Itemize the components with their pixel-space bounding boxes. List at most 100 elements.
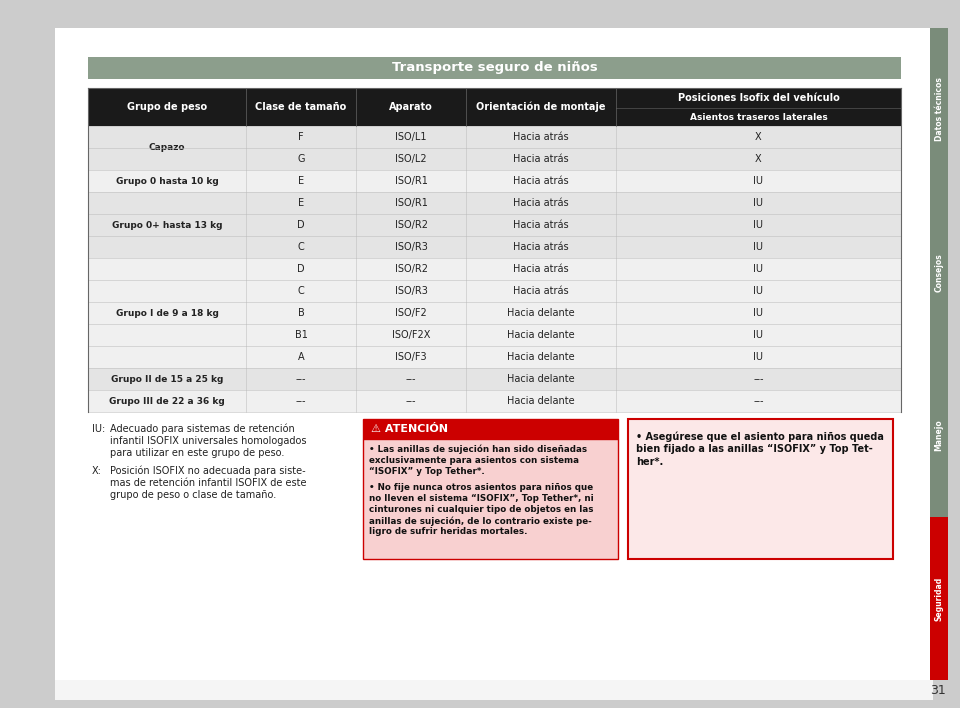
- Text: Hacia delante: Hacia delante: [507, 374, 575, 384]
- Text: Clase de tamaño: Clase de tamaño: [255, 102, 347, 112]
- Bar: [88, 368, 901, 390]
- Text: ---: ---: [406, 374, 417, 384]
- Text: • Asegúrese que el asiento para niños queda: • Asegúrese que el asiento para niños qu…: [636, 431, 884, 442]
- Bar: [930, 517, 948, 680]
- Bar: [88, 170, 901, 192]
- Text: ---: ---: [754, 374, 764, 384]
- Text: ---: ---: [754, 396, 764, 406]
- Text: IU: IU: [754, 220, 763, 230]
- Text: Transporte seguro de niños: Transporte seguro de niños: [392, 62, 597, 74]
- Text: IU: IU: [754, 330, 763, 340]
- Bar: [930, 28, 948, 191]
- Bar: [628, 419, 893, 559]
- Bar: [363, 439, 618, 559]
- Text: G: G: [298, 154, 304, 164]
- Text: Grupo de peso: Grupo de peso: [127, 102, 207, 112]
- Text: E: E: [298, 198, 304, 208]
- Text: Adecuado para sistemas de retención: Adecuado para sistemas de retención: [110, 424, 295, 435]
- Text: IU: IU: [754, 176, 763, 186]
- Text: Hacia atrás: Hacia atrás: [514, 132, 569, 142]
- Bar: [88, 390, 901, 412]
- Text: ISO/R2: ISO/R2: [395, 264, 427, 274]
- Text: IU: IU: [754, 264, 763, 274]
- Text: Hacia delante: Hacia delante: [507, 396, 575, 406]
- Bar: [88, 302, 901, 324]
- Text: Aparato: Aparato: [389, 102, 433, 112]
- Text: D: D: [298, 264, 305, 274]
- Text: Hacia atrás: Hacia atrás: [514, 286, 569, 296]
- Text: Hacia delante: Hacia delante: [507, 330, 575, 340]
- Text: Grupo I de 9 a 18 kg: Grupo I de 9 a 18 kg: [115, 309, 219, 317]
- Text: cinturones ni cualquier tipo de objetos en las: cinturones ni cualquier tipo de objetos …: [369, 505, 593, 514]
- Text: • Las anillas de sujeción han sido diseñadas: • Las anillas de sujeción han sido diseñ…: [369, 445, 588, 455]
- Text: D: D: [298, 220, 305, 230]
- Text: A: A: [298, 352, 304, 362]
- Text: X: X: [756, 154, 762, 164]
- Text: IU: IU: [754, 242, 763, 252]
- Bar: [55, 680, 933, 700]
- Text: bien fijado a las anillas “ISOFIX” y Top Tet-: bien fijado a las anillas “ISOFIX” y Top…: [636, 444, 873, 454]
- Text: ISO/R1: ISO/R1: [395, 176, 427, 186]
- Text: Consejos: Consejos: [934, 253, 944, 292]
- Bar: [88, 324, 901, 346]
- Text: Manejo: Manejo: [934, 420, 944, 452]
- Bar: [88, 258, 901, 280]
- Text: mas de retención infantil ISOFIX de este: mas de retención infantil ISOFIX de este: [110, 478, 306, 488]
- Text: ---: ---: [296, 396, 306, 406]
- Text: Hacia atrás: Hacia atrás: [514, 220, 569, 230]
- Text: • No fije nunca otros asientos para niños que: • No fije nunca otros asientos para niño…: [369, 483, 593, 492]
- Text: her*.: her*.: [636, 457, 663, 467]
- Text: F: F: [299, 132, 303, 142]
- Text: X: X: [756, 132, 762, 142]
- Text: Seguridad: Seguridad: [934, 576, 944, 621]
- Text: Grupo III de 22 a 36 kg: Grupo III de 22 a 36 kg: [109, 396, 225, 406]
- Bar: [88, 280, 901, 302]
- Text: ---: ---: [296, 374, 306, 384]
- Text: ISO/F2: ISO/F2: [396, 308, 427, 318]
- Text: C: C: [298, 242, 304, 252]
- Bar: [88, 57, 901, 79]
- Text: no lleven el sistema “ISOFIX”, Top Tether*, ni: no lleven el sistema “ISOFIX”, Top Tethe…: [369, 494, 593, 503]
- Text: exclusivamente para asientos con sistema: exclusivamente para asientos con sistema: [369, 456, 579, 465]
- Text: ---: ---: [406, 396, 417, 406]
- Text: B1: B1: [295, 330, 307, 340]
- Text: IU: IU: [754, 286, 763, 296]
- Bar: [930, 191, 948, 354]
- Text: 31: 31: [930, 683, 946, 697]
- Text: IU: IU: [754, 352, 763, 362]
- Text: Hacia atrás: Hacia atrás: [514, 176, 569, 186]
- Text: IU: IU: [754, 198, 763, 208]
- Text: ISO/R1: ISO/R1: [395, 198, 427, 208]
- Text: Hacia atrás: Hacia atrás: [514, 154, 569, 164]
- Text: ISO/R2: ISO/R2: [395, 220, 427, 230]
- Text: E: E: [298, 176, 304, 186]
- Text: anillas de sujeción, de lo contrario existe pe-: anillas de sujeción, de lo contrario exi…: [369, 516, 591, 525]
- Bar: [88, 126, 901, 148]
- Text: Hacia atrás: Hacia atrás: [514, 242, 569, 252]
- Text: IU:: IU:: [92, 424, 106, 434]
- Text: Hacia delante: Hacia delante: [507, 308, 575, 318]
- Text: Capazo: Capazo: [149, 144, 185, 152]
- Text: ⚠ ATENCIÓN: ⚠ ATENCIÓN: [371, 424, 448, 434]
- Text: Posición ISOFIX no adecuada para siste-: Posición ISOFIX no adecuada para siste-: [110, 466, 305, 476]
- Bar: [88, 236, 901, 258]
- Text: “ISOFIX” y Top Tether*.: “ISOFIX” y Top Tether*.: [369, 467, 485, 476]
- Bar: [363, 419, 618, 439]
- Bar: [88, 88, 901, 126]
- Text: grupo de peso o clase de tamaño.: grupo de peso o clase de tamaño.: [110, 490, 276, 500]
- Text: ligro de sufrir heridas mortales.: ligro de sufrir heridas mortales.: [369, 527, 527, 536]
- Bar: [88, 192, 901, 214]
- Text: Grupo 0 hasta 10 kg: Grupo 0 hasta 10 kg: [115, 176, 218, 185]
- Text: ISO/R3: ISO/R3: [395, 242, 427, 252]
- Text: ISO/L2: ISO/L2: [396, 154, 427, 164]
- Text: infantil ISOFIX universales homologados: infantil ISOFIX universales homologados: [110, 436, 306, 446]
- Text: B: B: [298, 308, 304, 318]
- Text: Grupo 0+ hasta 13 kg: Grupo 0+ hasta 13 kg: [111, 220, 223, 229]
- Text: Hacia delante: Hacia delante: [507, 352, 575, 362]
- Bar: [930, 354, 948, 517]
- Text: Hacia atrás: Hacia atrás: [514, 198, 569, 208]
- Text: X:: X:: [92, 466, 102, 476]
- Text: Asientos traseros laterales: Asientos traseros laterales: [689, 113, 828, 122]
- Text: para utilizar en este grupo de peso.: para utilizar en este grupo de peso.: [110, 448, 284, 458]
- Bar: [88, 148, 901, 170]
